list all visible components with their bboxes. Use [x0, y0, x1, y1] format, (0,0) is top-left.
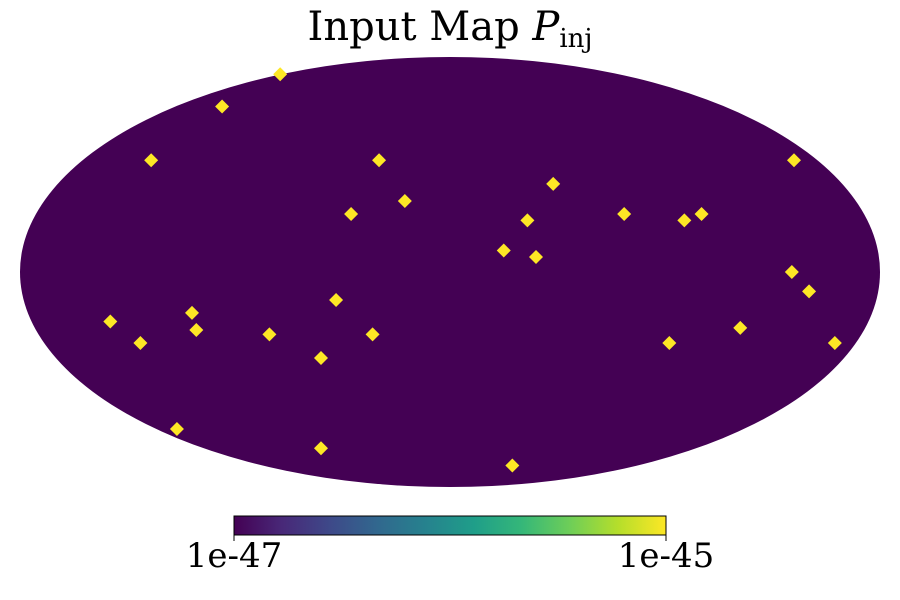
- colorbar-tick-label: 1e-47: [186, 536, 283, 576]
- map-spot: [262, 327, 277, 342]
- map-spot: [169, 421, 184, 436]
- map-spot: [329, 292, 344, 307]
- map-spot: [314, 441, 328, 456]
- map-spot: [520, 213, 535, 228]
- colorbar: [233, 515, 667, 536]
- map-spot: [397, 194, 412, 209]
- title-subscript: inj: [559, 24, 592, 54]
- map-spot: [546, 176, 561, 191]
- map-spot: [496, 243, 511, 258]
- map-spot: [189, 323, 204, 338]
- map-spot: [372, 153, 387, 168]
- map-spot: [505, 458, 520, 473]
- map-spot: [694, 206, 709, 221]
- map-spot: [185, 305, 199, 320]
- map-spot: [617, 206, 632, 221]
- map-spot: [662, 335, 677, 350]
- map-spot: [103, 314, 118, 329]
- map-spot: [677, 213, 692, 228]
- map-spot: [344, 206, 359, 221]
- map-spot: [827, 335, 842, 350]
- map-background: [20, 57, 880, 487]
- colorbar-tick-label: 1e-45: [618, 536, 715, 576]
- chart-title: Input Map Pinj: [308, 4, 593, 54]
- map-spot: [215, 99, 230, 114]
- title-text: Input Map: [308, 4, 520, 50]
- map-spot: [787, 153, 801, 168]
- map-spot: [733, 320, 748, 335]
- map-spot: [314, 351, 328, 365]
- map-spot: [365, 327, 380, 342]
- map-spot: [144, 153, 159, 168]
- title-symbol: P: [531, 4, 560, 50]
- map-spot: [133, 335, 148, 350]
- map-spot: [784, 265, 799, 279]
- map-spot: [529, 249, 543, 264]
- map-spot: [273, 67, 288, 82]
- map-spot: [802, 284, 817, 299]
